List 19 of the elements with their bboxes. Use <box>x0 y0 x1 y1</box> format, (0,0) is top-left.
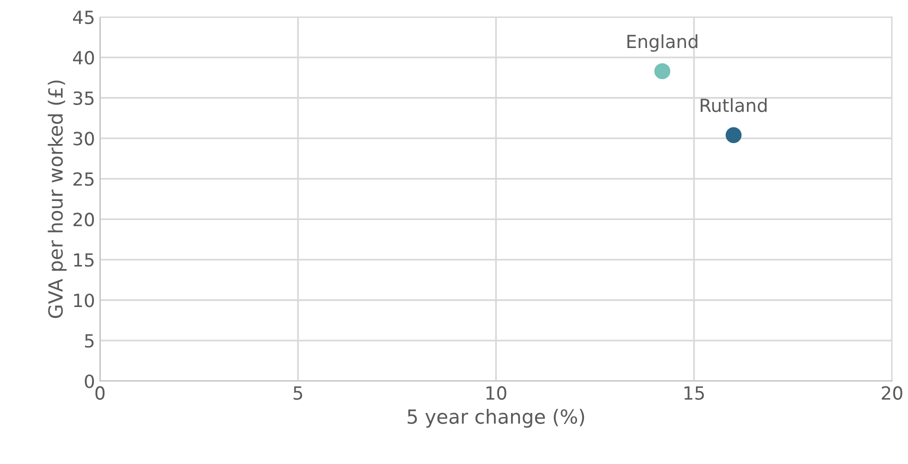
y-tick-label: 30 <box>74 132 94 146</box>
y-tick-label: 10 <box>74 294 94 308</box>
y-axis-title: GVA per hour worked (£) <box>48 80 67 318</box>
y-tick-label: 0 <box>84 374 94 388</box>
x-axis-title: 5 year change (%) <box>408 408 584 428</box>
series-label: Rutland <box>700 98 767 112</box>
x-tick-label: 0 <box>95 386 105 400</box>
y-tick-label: 45 <box>73 10 94 24</box>
x-tick-label: 10 <box>486 386 506 400</box>
y-tick-label: 40 <box>73 50 94 65</box>
y-tick-label: 5 <box>85 334 94 348</box>
y-tick-label: 35 <box>74 91 94 106</box>
x-tick-label: 20 <box>882 386 902 400</box>
y-tick-label: 25 <box>73 172 94 186</box>
series-label: England <box>627 34 698 52</box>
y-tick-label: 15 <box>74 253 94 267</box>
x-tick-label: 15 <box>684 386 704 400</box>
y-tick-label: 20 <box>73 212 94 226</box>
x-tick-label: 5 <box>294 386 302 400</box>
